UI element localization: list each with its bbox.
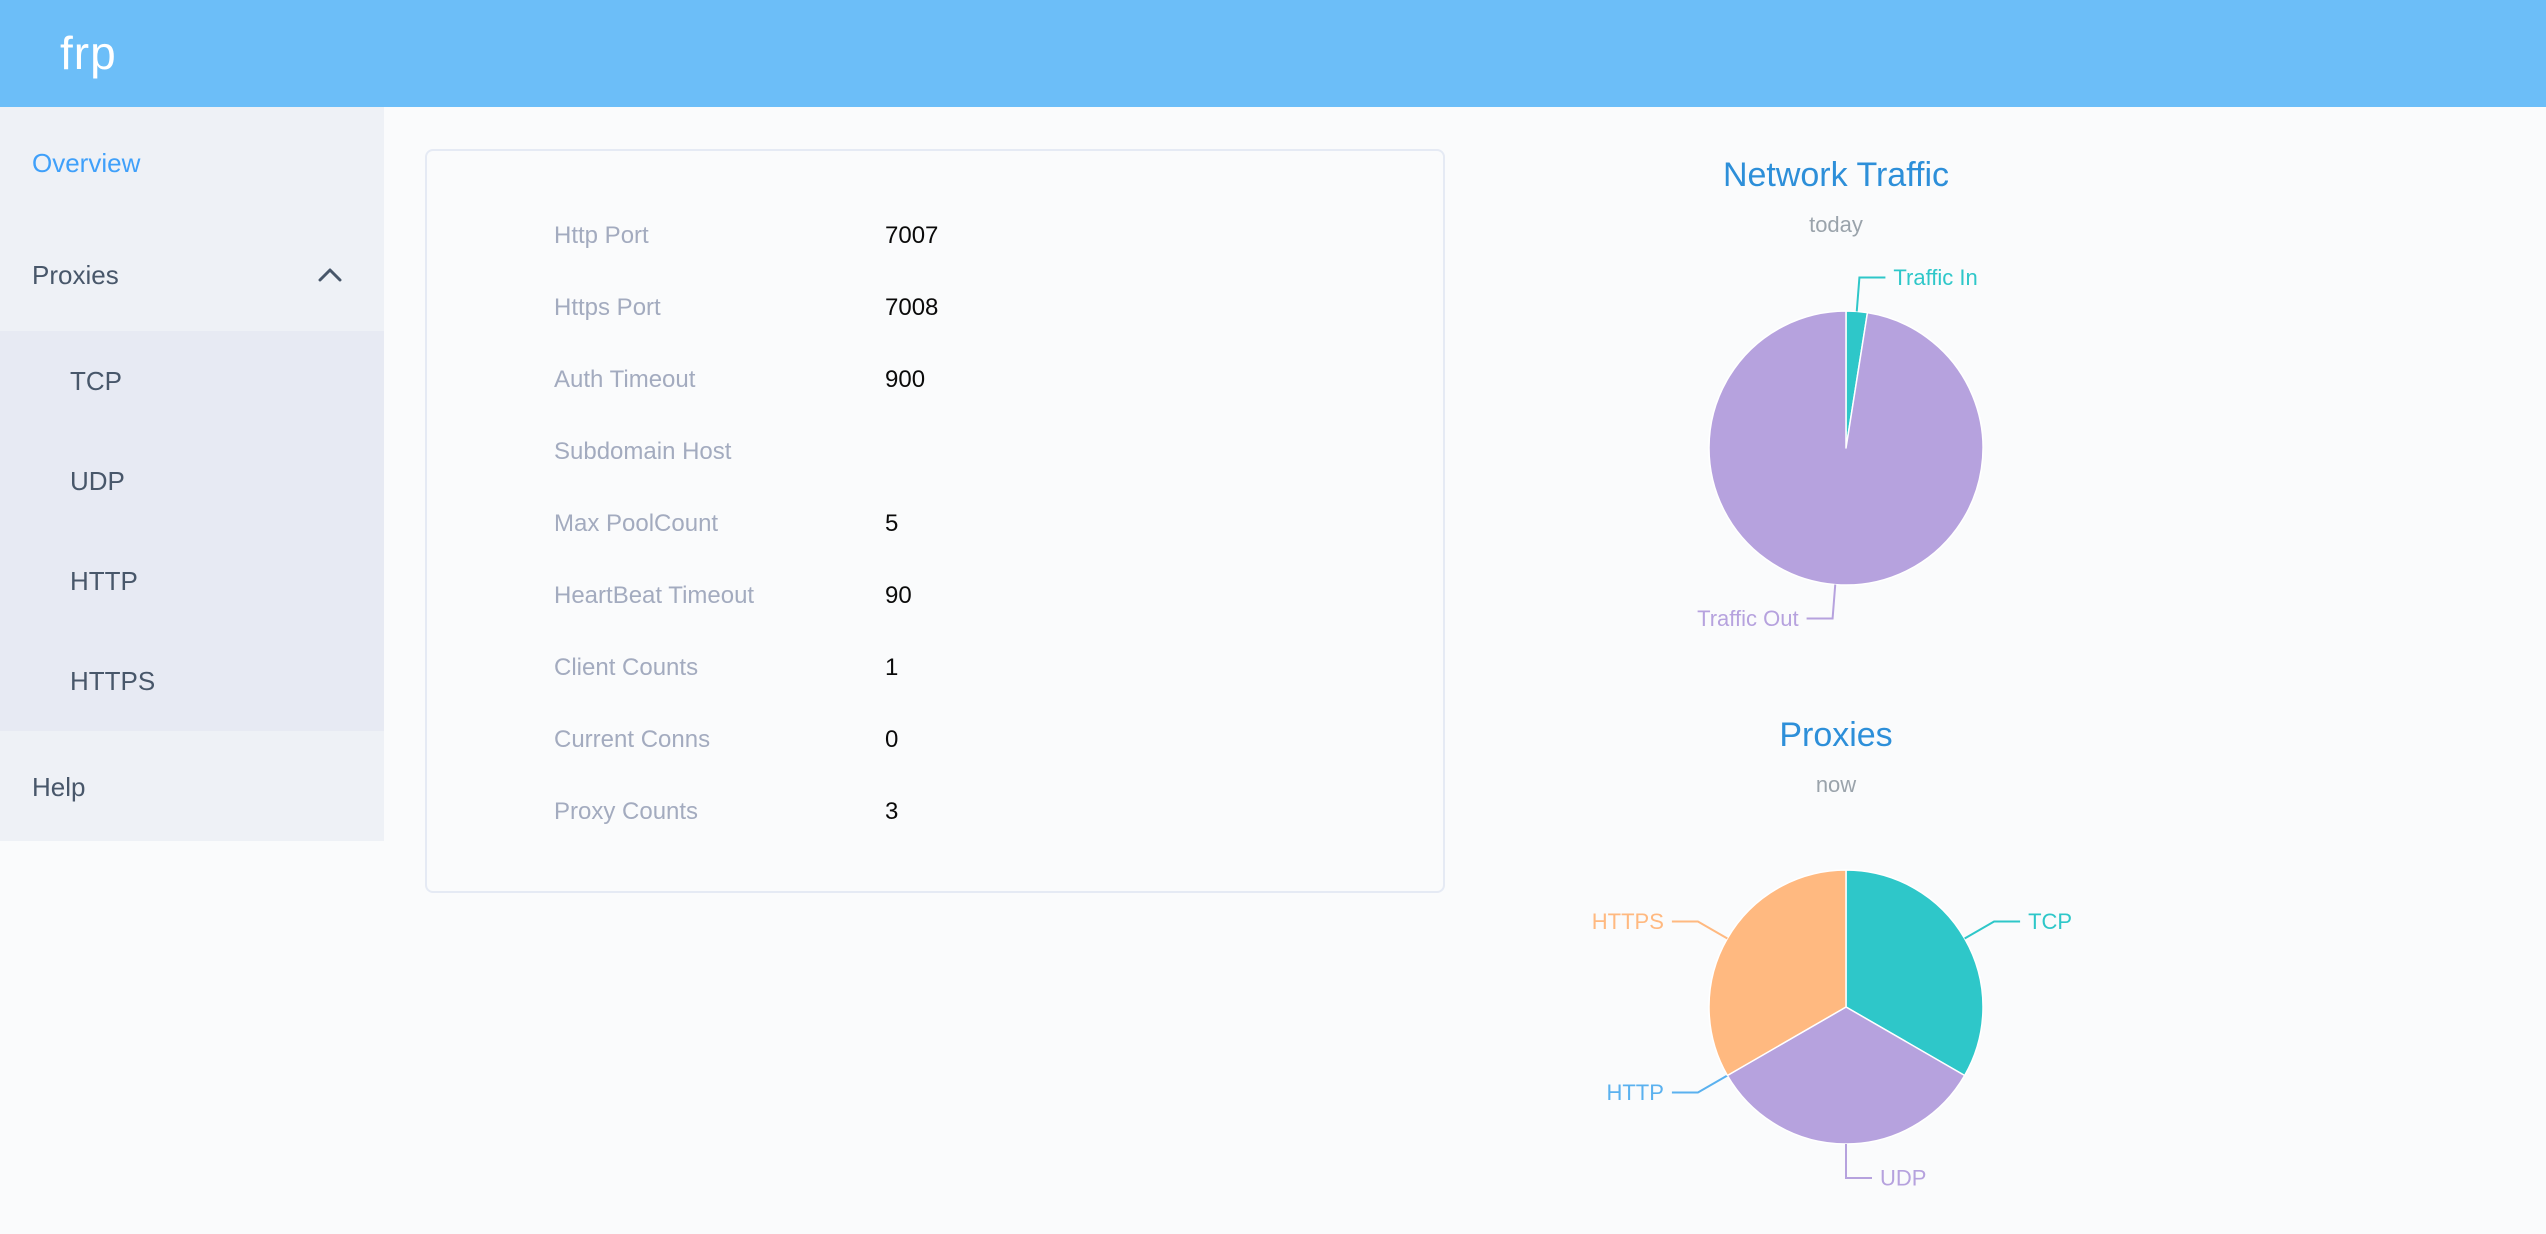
config-row-current-conns: Current Conns 0 bbox=[427, 704, 1443, 776]
pie-slice-https[interactable] bbox=[1708, 869, 1847, 1077]
pie-label-line-traffic-out bbox=[1806, 584, 1837, 620]
pie-label-traffic-in: Traffic In bbox=[1893, 265, 1977, 290]
config-value: 3 bbox=[885, 798, 899, 825]
config-value: 7007 bbox=[885, 222, 939, 249]
config-row-https-port: Https Port 7008 bbox=[427, 272, 1443, 344]
sidebar-subitem-tcp[interactable]: TCP bbox=[0, 331, 384, 431]
config-label: Current Conns bbox=[554, 726, 711, 753]
sidebar: Overview Proxies TCP UDP HTTP HTTPS Help bbox=[0, 107, 384, 841]
app-header: frp bbox=[0, 0, 2546, 107]
pie-label-http: HTTP bbox=[1606, 1080, 1663, 1105]
sidebar-subitem-udp[interactable]: UDP bbox=[0, 431, 384, 531]
config-row-subdomain-host: Subdomain Host bbox=[427, 416, 1443, 488]
config-value: 0 bbox=[885, 726, 899, 753]
sidebar-subitem-udp-label: UDP bbox=[70, 466, 125, 496]
sidebar-proxies-submenu: TCP UDP HTTP HTTPS bbox=[0, 331, 384, 731]
pie-label-traffic-out: Traffic Out bbox=[1697, 606, 1798, 631]
config-row-client-counts: Client Counts 1 bbox=[427, 632, 1443, 704]
config-row-proxy-counts: Proxy Counts 3 bbox=[427, 776, 1443, 848]
config-label: Http Port bbox=[554, 222, 649, 249]
pie-label-udp: UDP bbox=[1880, 1166, 1926, 1191]
pie-label-https: HTTPS bbox=[1592, 909, 1664, 934]
chart-title-network-traffic: Network Traffic bbox=[1722, 156, 1950, 194]
config-value: 5 bbox=[885, 510, 899, 537]
sidebar-subitem-http-label: HTTP bbox=[70, 566, 138, 596]
proxies-pie-chart[interactable]: TCP UDP HTTP HTTPS bbox=[1496, 850, 2176, 1234]
config-value: 90 bbox=[885, 582, 912, 609]
pie-label-line-traffic-in bbox=[1855, 276, 1886, 312]
sidebar-item-help[interactable]: Help bbox=[0, 731, 384, 843]
config-label: Auth Timeout bbox=[554, 366, 696, 393]
sidebar-subitem-http[interactable]: HTTP bbox=[0, 531, 384, 631]
pie-slice-udp[interactable] bbox=[1726, 1006, 1966, 1145]
config-label: HeartBeat Timeout bbox=[554, 582, 755, 609]
sidebar-item-proxies[interactable]: Proxies bbox=[0, 219, 384, 331]
config-row-heartbeat-timeout: HeartBeat Timeout 90 bbox=[427, 560, 1443, 632]
config-label: Proxy Counts bbox=[554, 798, 699, 825]
sidebar-subitem-tcp-label: TCP bbox=[70, 366, 122, 396]
config-row-http-port: Http Port 7007 bbox=[427, 200, 1443, 272]
config-value: 1 bbox=[885, 654, 899, 681]
config-row-auth-timeout: Auth Timeout 900 bbox=[427, 344, 1443, 416]
pie-slice-tcp[interactable] bbox=[1845, 869, 1984, 1077]
app-logo: frp bbox=[60, 27, 117, 79]
network-traffic-pie-chart[interactable]: Traffic In Traffic Out bbox=[1496, 250, 2176, 650]
pie-label-line-udp bbox=[1845, 1144, 1872, 1179]
config-value: 7008 bbox=[885, 294, 939, 321]
sidebar-subitem-https[interactable]: HTTPS bbox=[0, 631, 384, 731]
config-label: Client Counts bbox=[554, 654, 699, 681]
pie-label-tcp: TCP bbox=[2028, 909, 2072, 934]
pie-slice-traffic-out[interactable] bbox=[1708, 310, 1984, 586]
config-row-max-poolcount: Max PoolCount 5 bbox=[427, 488, 1443, 560]
server-config-card: Http Port 7007 Https Port 7008 Auth Time… bbox=[425, 149, 1445, 893]
config-label: Https Port bbox=[554, 294, 661, 321]
pie-label-line-https bbox=[1671, 920, 1728, 940]
sidebar-item-help-label: Help bbox=[32, 772, 86, 802]
chevron-up-icon bbox=[318, 268, 342, 282]
sidebar-item-overview-label: Overview bbox=[32, 148, 141, 178]
config-label: Max PoolCount bbox=[554, 510, 719, 537]
pie-label-line-tcp bbox=[1964, 920, 2021, 940]
chart-subtitle-today: today bbox=[1809, 212, 1863, 237]
config-label: Subdomain Host bbox=[554, 438, 732, 465]
chart-subtitle-now: now bbox=[1815, 772, 1857, 797]
chart-title-proxies: Proxies bbox=[1779, 716, 1893, 754]
config-value: 900 bbox=[885, 366, 926, 393]
pie-label-line-http bbox=[1671, 1074, 1728, 1094]
sidebar-subitem-https-label: HTTPS bbox=[70, 666, 156, 696]
sidebar-item-proxies-label: Proxies bbox=[32, 260, 119, 290]
sidebar-item-overview[interactable]: Overview bbox=[0, 107, 384, 219]
